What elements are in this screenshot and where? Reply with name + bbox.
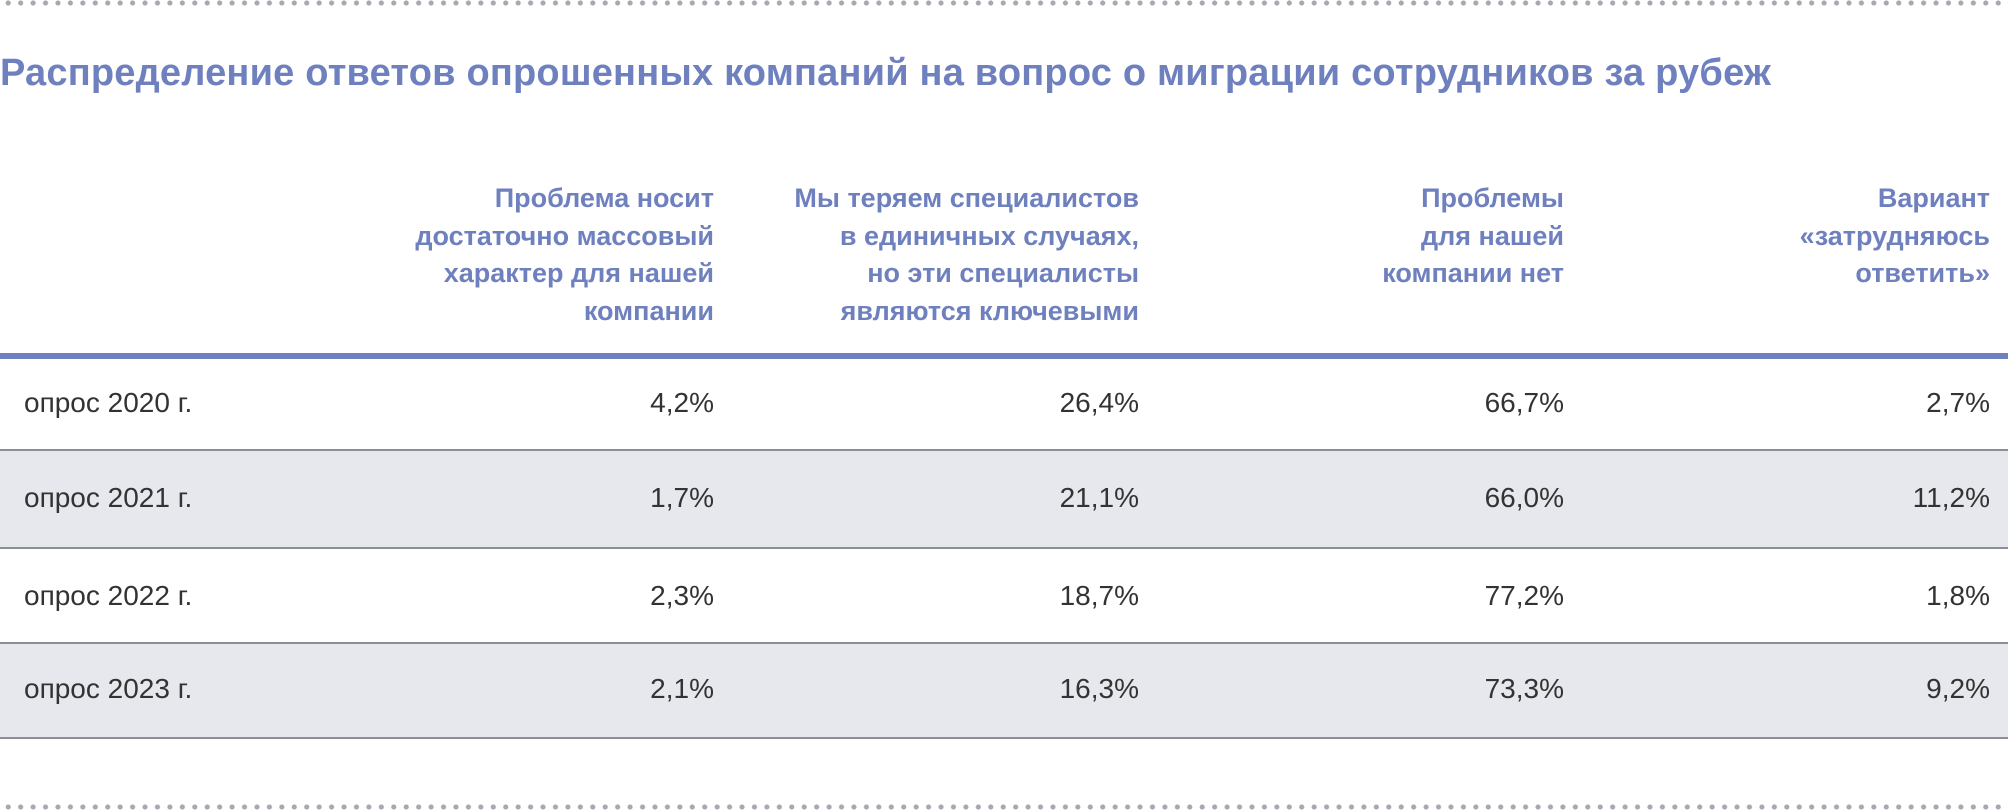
value-cell: 77,2% (1484, 580, 1564, 611)
header-line: Вариант (1877, 183, 1990, 213)
value-cell: 18,7% (1059, 580, 1139, 611)
bottom-dotted-border (0, 804, 2008, 810)
header-line: компании (583, 295, 714, 326)
header-line: ответить» (1855, 258, 1990, 288)
top-dotted-border (0, 0, 2008, 6)
value-cell: 2,1% (650, 673, 714, 704)
header-line: являются ключевыми (840, 295, 1139, 326)
header-line: компании нет (1382, 258, 1564, 288)
table-row: опрос 2020 г. 4,2% 26,4% 66,7% 2,7% (0, 359, 2008, 451)
value-cell: 26,4% (1059, 387, 1139, 418)
table-row: опрос 2022 г. 2,3% 18,7% 77,2% 1,8% (0, 549, 2008, 644)
header-line: «затрудняюсь (1799, 220, 1990, 251)
value-cell: 1,7% (650, 482, 714, 513)
value-cell: 66,7% (1484, 387, 1564, 418)
value-cell: 11,2% (1912, 482, 1990, 513)
value-cell: 66,0% (1484, 482, 1564, 513)
value-cell: 1,8% (1926, 580, 1990, 611)
header-line: в единичных случаях, (839, 220, 1139, 251)
table-row: опрос 2023 г. 2,1% 16,3% 73,3% 9,2% (0, 644, 2008, 739)
header-line: Мы теряем специалистов (794, 183, 1139, 213)
header-rule (0, 353, 2008, 359)
row-label: опрос 2021 г. (24, 482, 193, 513)
column-header-hard-to-answer: Вариант «затрудняюсь ответить» (1800, 180, 1990, 293)
header-line: Проблемы (1421, 183, 1564, 213)
header-line: характер для нашей (443, 258, 714, 288)
value-cell: 4,2% (650, 387, 714, 418)
value-cell: 16,3% (1059, 673, 1139, 704)
header-line: Проблема носит (494, 183, 714, 213)
value-cell: 2,7% (1926, 387, 1990, 418)
header-line: достаточно массовый (415, 220, 714, 251)
row-label: опрос 2020 г. (24, 387, 193, 418)
column-header-no-problem: Проблемы для нашей компании нет (1382, 180, 1564, 293)
value-cell: 73,3% (1484, 673, 1564, 704)
row-label: опрос 2022 г. (24, 580, 193, 611)
value-cell: 9,2% (1926, 673, 1990, 704)
header-line: для нашей (1421, 220, 1564, 251)
header-line: но эти специалисты (867, 258, 1139, 288)
value-cell: 2,3% (650, 580, 714, 611)
column-header-mass-problem: Проблема носит достаточно массовый харак… (415, 180, 714, 330)
table-row: опрос 2021 г. 1,7% 21,1% 66,0% 11,2% (0, 451, 2008, 549)
column-header-key-specialists: Мы теряем специалистов в единичных случа… (794, 180, 1139, 330)
value-cell: 21,1% (1059, 482, 1139, 513)
table-title: Распределение ответов опрошенных компани… (0, 52, 1772, 94)
row-label: опрос 2023 г. (24, 673, 193, 704)
